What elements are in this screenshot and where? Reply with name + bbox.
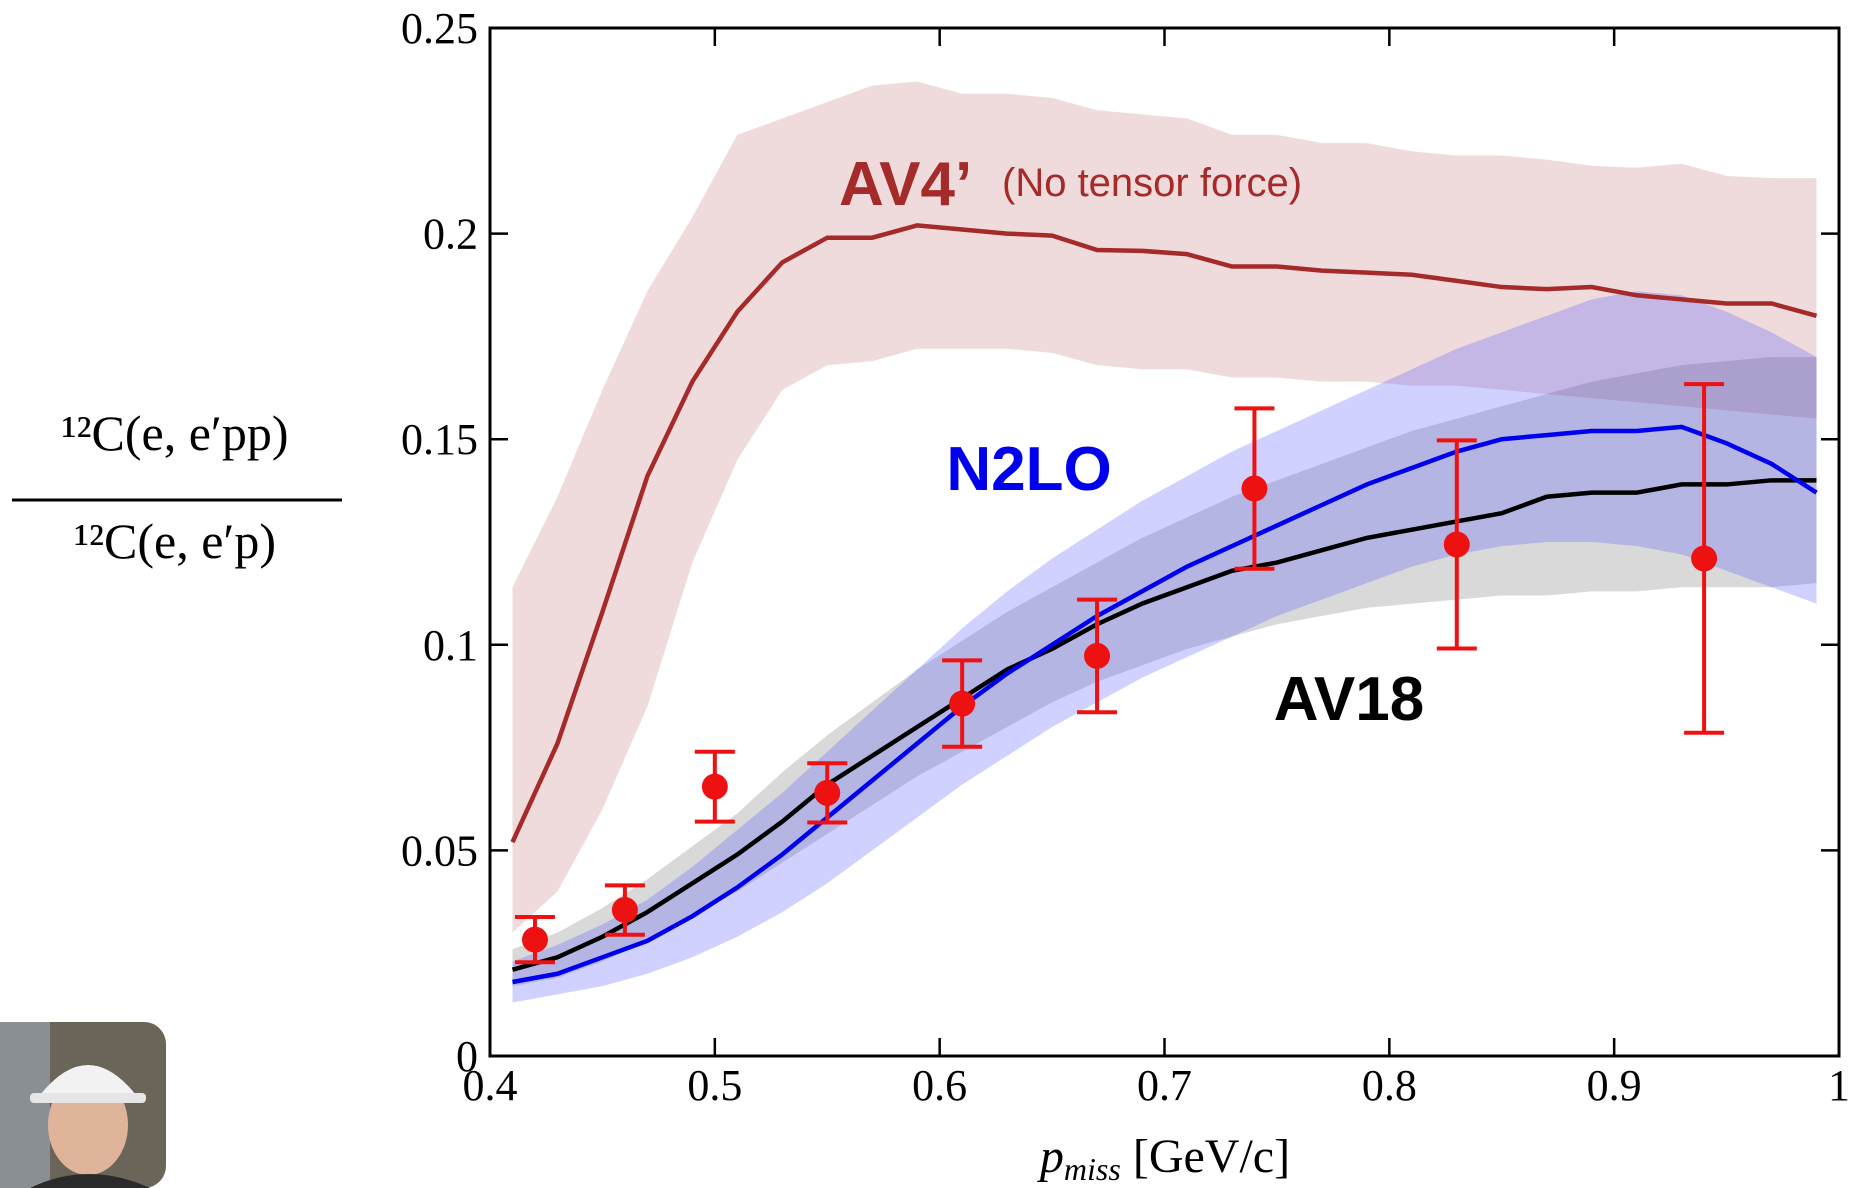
x-tick-label: 0.9 bbox=[1587, 1061, 1642, 1110]
y-tick-label: 0.15 bbox=[401, 415, 478, 464]
x-label: pmiss [GeV/c] bbox=[1037, 1130, 1290, 1187]
x-tick-label: 0.5 bbox=[687, 1061, 742, 1110]
y-tick-label: 0.05 bbox=[401, 826, 478, 875]
model-line bbox=[512, 424, 1818, 985]
y-tick-label: 0.25 bbox=[401, 4, 478, 53]
data-point bbox=[814, 779, 841, 806]
y-label-denominator: ¹²C(e, e′p) bbox=[74, 513, 276, 569]
y-tick-label: 0 bbox=[456, 1032, 478, 1081]
x-tick-label: 1 bbox=[1828, 1061, 1850, 1110]
data-point bbox=[521, 926, 548, 953]
data-point bbox=[949, 690, 976, 717]
model-line bbox=[510, 223, 1818, 844]
data-point bbox=[1084, 642, 1111, 669]
series-label: AV18 bbox=[1274, 665, 1425, 734]
data-point bbox=[1691, 545, 1718, 572]
data-point bbox=[611, 897, 638, 924]
model-line bbox=[511, 478, 1817, 972]
x-tick-label: 0.4 bbox=[463, 1061, 518, 1110]
x-label-unit: [GeV/c] bbox=[1133, 1130, 1290, 1183]
photo bbox=[0, 1022, 166, 1188]
x-label-symbol: p bbox=[1037, 1130, 1064, 1183]
x-tick-label: 0.6 bbox=[912, 1061, 967, 1110]
series-label: N2LO bbox=[946, 435, 1111, 504]
series-label: AV4’ bbox=[839, 150, 972, 219]
data-point bbox=[701, 773, 728, 800]
x-label-subscript: miss bbox=[1064, 1151, 1121, 1187]
x-tick-label: 0.8 bbox=[1362, 1061, 1417, 1110]
uncertainty-band bbox=[512, 291, 1817, 1003]
data-point bbox=[1241, 475, 1268, 502]
x-tick-label: 0.7 bbox=[1137, 1061, 1192, 1110]
data-point bbox=[1443, 531, 1470, 558]
annotation: (No tensor force) bbox=[1002, 161, 1302, 205]
y-tick-label: 0.2 bbox=[423, 210, 478, 259]
y-label-numerator: ¹²C(e, e′pp) bbox=[62, 405, 289, 461]
uncertainty-band bbox=[512, 81, 1817, 933]
y-tick-label: 0.1 bbox=[423, 621, 478, 670]
